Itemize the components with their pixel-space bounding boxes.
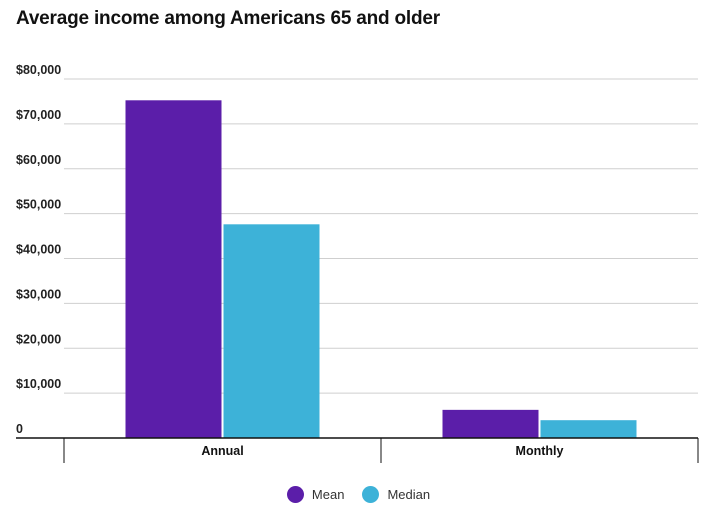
legend-label-mean: Mean xyxy=(311,487,345,502)
y-tick-label: $10,000 xyxy=(16,377,61,391)
y-tick-label: $40,000 xyxy=(16,243,61,257)
bar-median-monthly[interactable] xyxy=(540,420,637,438)
legend-item-mean[interactable]: Mean xyxy=(286,486,345,503)
chart-title: Average income among Americans 65 and ol… xyxy=(16,8,440,29)
y-tick-label: 0 xyxy=(16,422,23,436)
legend-swatch-median xyxy=(362,486,380,503)
y-tick-label: $60,000 xyxy=(16,153,61,167)
x-axis: Annual Monthly xyxy=(16,437,699,463)
y-axis-ticks: 0 $10,000 $20,000 $30,000 $40,000 $50,000 $60,… xyxy=(16,63,61,436)
y-tick-label: $70,000 xyxy=(16,108,61,122)
y-tick-label: $80,000 xyxy=(16,63,61,77)
bar-mean-annual[interactable] xyxy=(125,100,222,439)
legend-item-median[interactable]: Median xyxy=(362,486,430,503)
y-tick-label: $30,000 xyxy=(16,287,61,301)
y-tick-label: $50,000 xyxy=(16,198,61,212)
gridlines xyxy=(64,78,698,394)
y-tick-label: $20,000 xyxy=(16,332,61,346)
x-category-label: Annual xyxy=(201,444,243,458)
legend-label-median: Median xyxy=(387,487,431,502)
bar-median-annual[interactable] xyxy=(223,224,320,438)
x-category-label: Monthly xyxy=(516,444,564,458)
legend-swatch-mean xyxy=(286,486,304,503)
bars xyxy=(125,100,637,439)
bar-chart: 0 $10,000 $20,000 $30,000 $40,000 $50,000 $60,… xyxy=(16,63,699,463)
bar-mean-monthly[interactable] xyxy=(442,409,539,438)
legend: Mean Median xyxy=(0,486,717,503)
